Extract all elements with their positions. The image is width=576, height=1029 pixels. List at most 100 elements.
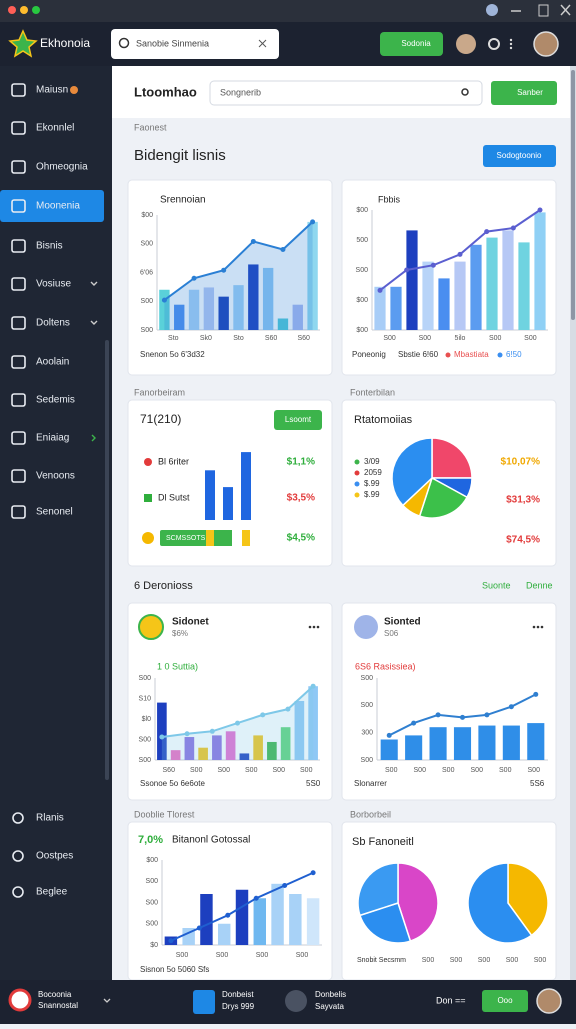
app-name: Ekhonoia [40, 36, 90, 50]
nav-item[interactable]: Senonel [36, 507, 73, 518]
menu-dot [308, 625, 312, 629]
line-point [235, 720, 240, 726]
link[interactable]: Denne [526, 580, 553, 590]
legend-dot [354, 492, 360, 498]
nav-item[interactable]: Vosiuse [36, 279, 71, 290]
y-tick-label: S00 [361, 757, 374, 764]
button-text: Lsoomt [285, 415, 312, 424]
x-tick-label: S00 [245, 767, 258, 774]
bar [527, 723, 545, 760]
nav-item[interactable]: Sedemis [36, 395, 75, 406]
chevron [90, 320, 98, 325]
y-tick-label: S00 [139, 757, 152, 764]
nav-icon [11, 355, 26, 369]
nav-item[interactable]: Ekonnlel [36, 123, 74, 134]
top-search[interactable] [209, 80, 483, 106]
x-tick-label: S00 [300, 767, 313, 774]
brand-text: Snannostal [38, 1001, 78, 1010]
nav-item[interactable]: Bisnis [36, 241, 63, 252]
nav-item[interactable]: Maiusn [36, 85, 68, 96]
x-tick-label: Sto [168, 335, 179, 342]
bar [235, 889, 249, 945]
x-tick-label: S00 [218, 767, 231, 774]
badge [70, 86, 78, 94]
line-point [510, 225, 516, 231]
nav-icon [11, 393, 26, 407]
bar [390, 286, 402, 330]
x-tick-label: S00 [256, 952, 269, 959]
bar [223, 487, 233, 520]
line-point [508, 704, 514, 710]
top-button[interactable] [491, 81, 557, 105]
pie-slice [507, 862, 549, 937]
card-title: Srennoian [160, 195, 206, 206]
bar [374, 286, 386, 330]
nav-item[interactable]: Aoolain [36, 357, 69, 368]
item-value: $3,5% [287, 493, 315, 504]
block [242, 530, 250, 546]
y-tick-label: $00 [146, 857, 158, 864]
legend-label: $.99 [364, 479, 380, 488]
nav-item[interactable]: Venoons [36, 471, 75, 482]
bar [241, 452, 251, 520]
card-title: Bitanonl Gotossal [172, 835, 250, 846]
line-point [250, 238, 256, 244]
bar [438, 278, 450, 330]
button-text: Sodogtoonio [497, 151, 542, 160]
nav-item[interactable]: Rlanis [36, 813, 64, 824]
window-dot [8, 6, 16, 14]
x-tick-label: S00 [273, 767, 286, 774]
nav-item[interactable]: Ohmeognia [36, 162, 88, 173]
card-footer: Snenon 5o 6'3d32 [140, 350, 205, 359]
item-icon [142, 532, 154, 544]
bar [233, 285, 244, 330]
line-point [161, 297, 167, 303]
card-footer: Sbstie 6!60 [398, 350, 439, 359]
x-tick-label: 5ilo [455, 335, 466, 342]
bar [478, 725, 496, 760]
section-label: Fonterbilan [350, 387, 395, 397]
bar [267, 741, 277, 760]
bar [292, 304, 303, 330]
line [170, 871, 314, 942]
bottom-icon[interactable] [193, 990, 215, 1014]
nav-item[interactable]: Eniaiag [36, 433, 69, 444]
window-dot [20, 6, 28, 14]
menu-dot [536, 625, 540, 629]
nav-item[interactable]: Oostpes [36, 851, 73, 862]
link[interactable]: Suonte [482, 580, 511, 590]
y-tick-label: S00 [139, 736, 152, 743]
chevron [91, 434, 96, 442]
bottom-button[interactable] [482, 990, 528, 1012]
status-text: Don == [436, 995, 466, 1005]
bar [198, 747, 208, 760]
bar [225, 731, 236, 760]
nav-item[interactable]: Moonenia [36, 201, 80, 212]
x-tick-label: S00 [478, 957, 491, 964]
line-point [377, 287, 383, 293]
bottom-icon [285, 990, 307, 1012]
y-tick-label: S00 [141, 327, 154, 334]
card-button[interactable] [274, 410, 322, 430]
section-button[interactable] [483, 145, 556, 167]
x-tick-label: S00 [524, 335, 537, 342]
chevron [90, 281, 98, 286]
menu-dot [532, 625, 536, 629]
x-tick-label: S60 [163, 767, 176, 774]
legend-dot [354, 470, 360, 476]
block [224, 530, 232, 546]
y-tick-label: S00 [146, 921, 159, 928]
line-point [430, 262, 436, 268]
bar [203, 287, 215, 330]
nav-item[interactable]: Beglee [36, 887, 68, 898]
clear-icon [258, 39, 267, 48]
nav-icon [11, 469, 26, 483]
pie-slice [397, 862, 439, 942]
nav-item[interactable]: Doltens [36, 318, 70, 329]
page-title: Ltoomhao [134, 84, 197, 99]
bar [306, 898, 320, 945]
bar [534, 212, 546, 330]
search-box[interactable] [111, 29, 279, 59]
header-button[interactable] [380, 32, 443, 56]
